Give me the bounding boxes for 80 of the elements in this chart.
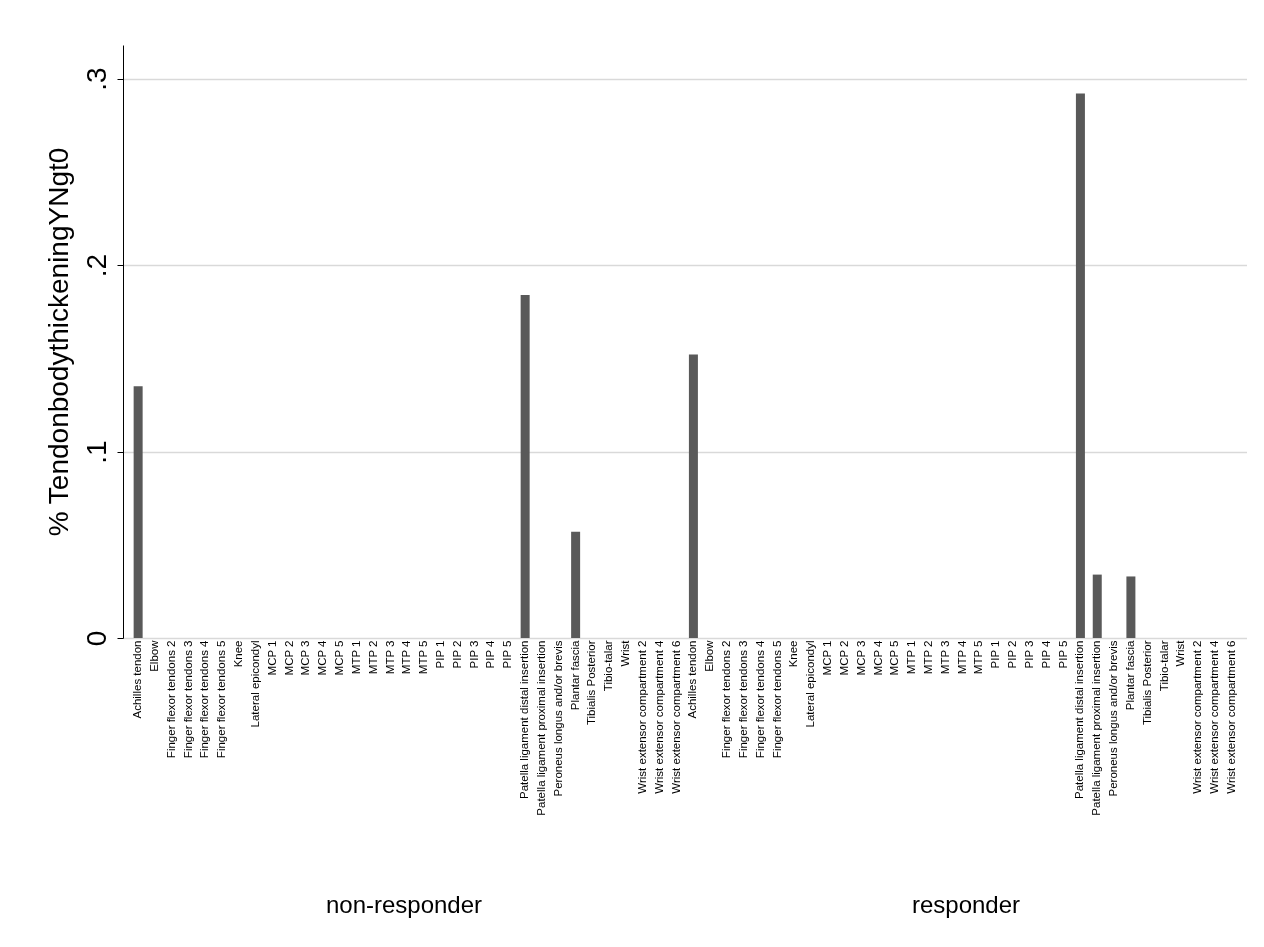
x-tick-label: MTP 2 [921,640,934,675]
x-tick-label: PIP 1 [989,640,1002,669]
x-tick-label: PIP 4 [484,639,497,669]
x-tick-label: MCP 1 [821,640,834,676]
x-tick-label: Finger flexor tendons 2 [720,640,733,759]
x-tick-label: Knee [787,640,800,668]
x-tick-label: Finger flexor tendons 5 [215,640,228,759]
x-tick-label: Wrist extensor compartment 6 [669,640,682,794]
x-tick-label: MTP 1 [349,640,362,675]
x-tick-label: PIP 2 [1006,640,1019,669]
x-tick-label: MTP 1 [905,640,918,675]
x-tick-label: Elbow [147,639,160,672]
x-tick-label: Patella ligament proximal insertion [534,640,547,816]
x-tick-label: MCP 5 [333,640,346,676]
x-tick-label: Peroneus longus and/or brevis [551,640,564,797]
x-tick-label: Wrist [1174,639,1187,667]
x-tick-label: Wrist extensor compartment 2 [1191,640,1204,794]
x-tick-label: Wrist extensor compartment 4 [1208,639,1221,794]
y-tick-label: .2 [80,253,112,278]
y-tick-label: .1 [80,440,112,464]
x-tick-label: Achilles tendon [131,640,144,719]
x-tick-label: Finger flexor tendons 3 [181,640,194,759]
x-tick-label: MCP 3 [854,640,867,676]
y-tick-label: 0 [80,630,112,647]
x-tick-label: PIP 5 [1056,640,1069,669]
x-tick-label: MCP 5 [888,640,901,676]
x-tick-label: Patella ligament distal insertion [518,640,531,800]
bar [1092,574,1102,638]
bar [571,531,581,638]
x-tick-label: Tibialis Posterior [585,640,598,726]
x-tick-label: Wrist extensor compartment 2 [635,640,648,794]
x-tick-label: MCP 4 [871,639,884,676]
x-tick-label: PIP 4 [1039,639,1052,669]
x-tick-label: Wrist extensor compartment 4 [652,639,665,794]
x-tick-label: Elbow [703,639,716,672]
x-tick-label: PIP 3 [1022,640,1035,669]
x-tick-label: Finger flexor tendons 4 [753,639,766,759]
x-tick-label: Tibialis Posterior [1140,640,1153,726]
x-tick-label: PIP 2 [450,640,463,669]
x-tick-label: Tibio-talar [1157,640,1170,692]
text: non-responder [325,891,483,918]
x-tick-label: Wrist [619,639,632,667]
x-tick-label: Patella ligament distal insertion [1073,640,1086,800]
x-tick-label: MTP 2 [366,640,379,675]
bar [133,386,143,638]
x-tick-label: Patella ligament proximal insertion [1090,640,1103,816]
x-tick-label: Lateral epicondyl [248,640,261,728]
x-tick-label: Lateral epicondyl [804,640,817,728]
x-tick-label: Finger flexor tendons 5 [770,640,783,759]
x-tick-label: MCP 2 [282,640,295,676]
x-tick-label: Achilles tendon [686,640,699,719]
bar [688,354,698,638]
x-tick-label: MCP 1 [265,640,278,676]
y-axis-title: % TendonbodythickeningYNgt0 [42,147,74,537]
x-tick-label: Knee [232,640,245,668]
x-tick-label: MTP 5 [417,640,430,675]
bar [520,294,530,638]
x-tick-label: Tibio-talar [602,640,615,692]
x-tick-label: MTP 4 [955,639,968,675]
x-tick-label: PIP 1 [434,640,447,669]
x-tick-label: MCP 3 [299,640,312,676]
x-tick-label: MCP 4 [316,639,329,676]
y-tick-label: .3 [80,67,112,91]
x-tick-label: MTP 3 [383,640,396,675]
x-tick-label: PIP 3 [467,640,480,669]
bar [1075,93,1085,638]
x-tick-label: Finger flexor tendons 3 [736,640,749,759]
x-tick-label: MTP 3 [938,640,951,675]
x-tick-label: MCP 2 [837,640,850,676]
bar [1126,576,1136,638]
x-tick-label: Plantar fascia [1123,639,1136,711]
x-tick-label: PIP 5 [501,640,514,669]
x-tick-label: MTP 4 [400,639,413,675]
x-tick-label: Peroneus longus and/or brevis [1107,640,1120,797]
x-tick-label: Plantar fascia [568,639,581,711]
text: responder [911,891,1021,918]
x-tick-label: Finger flexor tendons 4 [198,639,211,759]
x-tick-label: Wrist extensor compartment 6 [1224,640,1237,794]
x-tick-label: MTP 5 [972,640,985,675]
x-tick-label: Finger flexor tendons 2 [164,640,177,759]
